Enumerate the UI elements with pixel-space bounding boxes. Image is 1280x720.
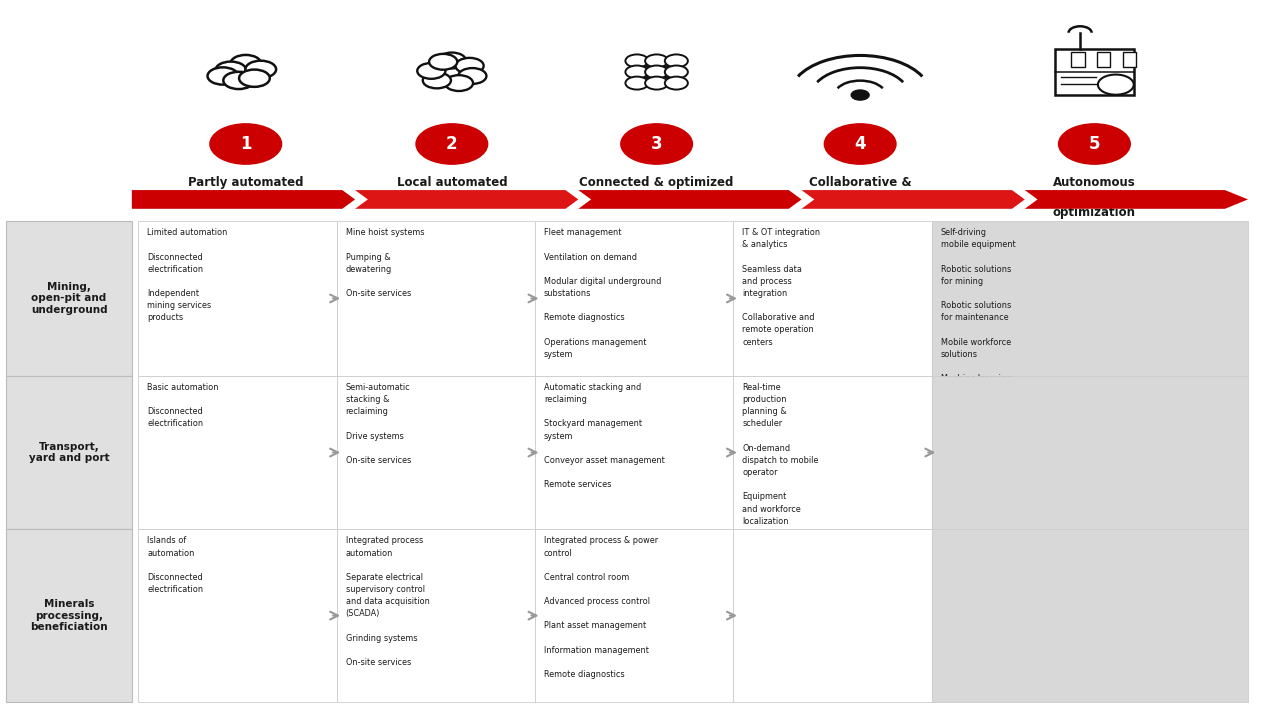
FancyBboxPatch shape: [1097, 53, 1111, 68]
Circle shape: [416, 124, 488, 164]
Circle shape: [458, 68, 486, 84]
Circle shape: [207, 68, 238, 85]
Circle shape: [417, 63, 445, 78]
FancyBboxPatch shape: [337, 376, 535, 529]
Circle shape: [664, 76, 687, 89]
Circle shape: [824, 124, 896, 164]
Circle shape: [429, 54, 457, 70]
Circle shape: [626, 66, 649, 78]
Text: Limited automation

Disconnected
electrification

Independent
mining services
pr: Limited automation Disconnected electrif…: [147, 228, 228, 323]
FancyBboxPatch shape: [932, 529, 1248, 702]
Text: Real-time
production
planning &
scheduler

On-demand
dispatch to mobile
operator: Real-time production planning & schedule…: [742, 383, 819, 611]
Circle shape: [246, 60, 276, 78]
Text: Integrated process & power
control

Central control room

Advanced process contr: Integrated process & power control Centr…: [544, 536, 658, 679]
Polygon shape: [1025, 190, 1248, 209]
Circle shape: [851, 90, 869, 100]
Text: Integrated process
automation

Separate electrical
supervisory control
and data : Integrated process automation Separate e…: [346, 536, 430, 667]
FancyBboxPatch shape: [1055, 48, 1134, 95]
Text: Basic automation

Disconnected
electrification: Basic automation Disconnected electrific…: [147, 383, 219, 428]
Circle shape: [445, 75, 474, 91]
Circle shape: [239, 70, 270, 87]
FancyBboxPatch shape: [535, 376, 733, 529]
Text: 1: 1: [241, 135, 251, 153]
Text: Mine hoist systems

Pumping &
dewatering

On-site services: Mine hoist systems Pumping & dewatering …: [346, 228, 424, 298]
FancyBboxPatch shape: [733, 376, 932, 529]
Circle shape: [645, 66, 668, 78]
Polygon shape: [132, 190, 355, 209]
Text: Minerals
processing,
beneficiation: Minerals processing, beneficiation: [31, 599, 108, 632]
Text: Semi-automatic
stacking &
reclaiming

Drive systems

On-site services: Semi-automatic stacking & reclaiming Dri…: [346, 383, 411, 465]
Text: 5: 5: [1089, 135, 1100, 153]
Polygon shape: [355, 190, 579, 209]
FancyBboxPatch shape: [337, 529, 535, 702]
Text: Mining,
open-pit and
underground: Mining, open-pit and underground: [31, 282, 108, 315]
Circle shape: [626, 55, 649, 68]
Circle shape: [664, 66, 687, 78]
Text: Islands of
automation

Disconnected
electrification: Islands of automation Disconnected elect…: [147, 536, 204, 594]
Text: Automatic stacking and
reclaiming

Stockyard management
system

Conveyor asset m: Automatic stacking and reclaiming Stocky…: [544, 383, 664, 490]
Circle shape: [438, 53, 466, 68]
FancyBboxPatch shape: [6, 529, 132, 702]
Text: Transport,
yard and port: Transport, yard and port: [29, 441, 109, 464]
Text: 2: 2: [445, 135, 458, 153]
Text: 4: 4: [854, 135, 867, 153]
FancyBboxPatch shape: [535, 221, 733, 376]
FancyBboxPatch shape: [932, 376, 1248, 529]
Circle shape: [626, 76, 649, 89]
Circle shape: [210, 124, 282, 164]
Circle shape: [621, 124, 692, 164]
Circle shape: [664, 55, 687, 68]
Text: Connected & optimized: Connected & optimized: [580, 176, 733, 189]
FancyBboxPatch shape: [138, 376, 337, 529]
Text: Partly automated: Partly automated: [188, 176, 303, 189]
FancyBboxPatch shape: [733, 221, 932, 376]
Circle shape: [456, 58, 484, 73]
Text: Collaborative &
mobile: Collaborative & mobile: [809, 176, 911, 204]
Circle shape: [215, 62, 246, 79]
Circle shape: [645, 55, 668, 68]
FancyBboxPatch shape: [1123, 53, 1137, 68]
FancyBboxPatch shape: [337, 221, 535, 376]
FancyBboxPatch shape: [733, 529, 932, 702]
FancyBboxPatch shape: [932, 221, 1248, 376]
FancyBboxPatch shape: [138, 529, 337, 702]
Text: IT & OT integration
& analytics

Seamless data
and process
integration

Collabor: IT & OT integration & analytics Seamless…: [742, 228, 820, 346]
Text: Local automated: Local automated: [397, 176, 507, 189]
Text: 3: 3: [650, 135, 663, 153]
Circle shape: [230, 55, 261, 72]
Circle shape: [1098, 75, 1134, 95]
FancyBboxPatch shape: [6, 376, 132, 529]
FancyBboxPatch shape: [535, 529, 733, 702]
Polygon shape: [579, 190, 801, 209]
Circle shape: [1059, 124, 1130, 164]
Circle shape: [422, 73, 451, 89]
FancyBboxPatch shape: [138, 221, 337, 376]
Circle shape: [645, 76, 668, 89]
Text: Self-driving
mobile equipment

Robotic solutions
for mining

Robotic solutions
f: Self-driving mobile equipment Robotic so…: [941, 228, 1015, 553]
Text: Autonomous
& economic
optimization: Autonomous & economic optimization: [1053, 176, 1135, 220]
Circle shape: [438, 64, 466, 80]
FancyBboxPatch shape: [6, 221, 132, 376]
Polygon shape: [801, 190, 1025, 209]
Text: Fleet management

Ventilation on demand

Modular digital underground
substations: Fleet management Ventilation on demand M…: [544, 228, 662, 359]
FancyBboxPatch shape: [1071, 53, 1085, 68]
Circle shape: [223, 72, 253, 89]
